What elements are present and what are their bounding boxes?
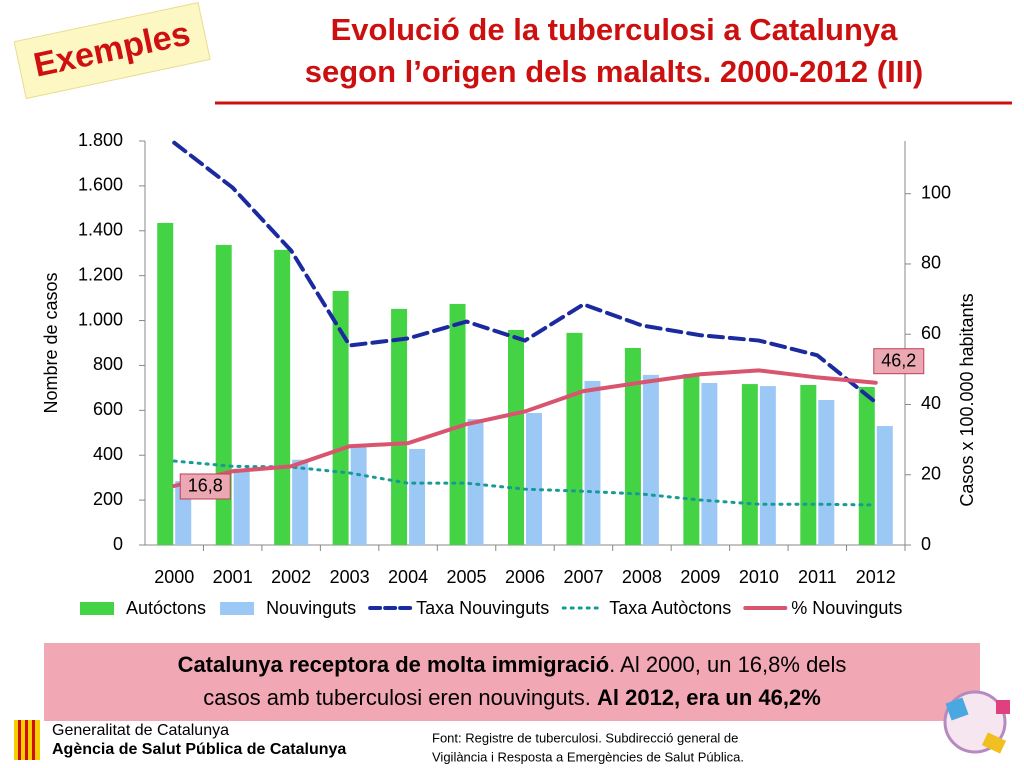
y2-tick-label: 100: [921, 182, 951, 202]
footer-line: Generalitat de Catalunya: [52, 722, 229, 739]
x-tick-label: 2003: [330, 567, 370, 587]
legend-label: % Nouvinguts: [791, 598, 902, 618]
x-tick-label: 2012: [856, 567, 896, 587]
bar: [800, 384, 817, 545]
y2-tick-label: 0: [921, 534, 931, 554]
y-tick-label: 1.200: [78, 264, 123, 284]
y2-tick-label: 60: [921, 323, 941, 343]
x-tick-label: 2009: [680, 567, 720, 587]
y-tick-label: 1.400: [78, 220, 123, 240]
y-tick-label: 800: [93, 354, 123, 374]
legend-label: Nouvinguts: [266, 598, 356, 618]
x-tick-label: 2008: [622, 567, 662, 587]
logo-stripe: [25, 720, 28, 760]
value-label: 16,8: [188, 476, 223, 496]
note-line: Catalunya receptora de molta immigració.…: [178, 652, 847, 677]
x-tick-label: 2002: [271, 567, 311, 587]
x-tick-label: 2006: [505, 567, 545, 587]
legend-label: Autóctons: [126, 598, 206, 618]
y2-axis-label: Casos x 100.000 habitants: [957, 293, 977, 506]
bar: [566, 332, 583, 545]
bar: [409, 448, 426, 545]
value-label-box: [179, 473, 231, 500]
bar: [818, 400, 835, 545]
logo-stripe: [18, 720, 21, 760]
bar: [233, 468, 250, 545]
x-tick-label: 2005: [447, 567, 487, 587]
bar: [391, 308, 408, 545]
x-tick-label: 2001: [213, 567, 253, 587]
y2-tick-label: 80: [921, 253, 941, 273]
note-part: casos amb tuberculosi eren nouvinguts.: [203, 685, 597, 710]
stamp-box: [13, 2, 211, 100]
line-series: [172, 368, 878, 488]
note-part: Catalunya receptora de molta immigració: [178, 652, 610, 677]
bar: [449, 303, 466, 545]
logo-piece: [945, 697, 969, 721]
value-label-box: [873, 348, 925, 375]
bar: [584, 380, 601, 545]
note-line: casos amb tuberculosi eren nouvinguts. A…: [203, 685, 821, 710]
legend-swatch: [220, 602, 255, 615]
x-tick-label: 2000: [154, 567, 194, 587]
y-axis-label: Nombre de casos: [41, 272, 61, 413]
bar: [741, 384, 758, 545]
x-tick-label: 2007: [563, 567, 603, 587]
logo-piece: [996, 700, 1010, 714]
note-part: Al 2012, era un 46,2%: [597, 685, 821, 710]
title-line: Evolució de la tuberculosi a Catalunya: [331, 12, 899, 47]
bar: [642, 374, 659, 545]
stamp: Exemples: [13, 2, 211, 100]
bar: [683, 373, 700, 545]
note-box: [44, 643, 980, 721]
source-line: Vigilància i Resposta a Emergències de S…: [432, 749, 744, 764]
bar: [350, 446, 367, 545]
legend-label: Taxa Autòctons: [609, 598, 731, 618]
line-series: [172, 140, 878, 405]
generalitat-logo: [14, 720, 40, 760]
y-tick-label: 1.000: [78, 309, 123, 329]
title-line: segon l’origen dels malalts. 2000-2012 (…: [305, 54, 924, 89]
x-tick-label: 2010: [739, 567, 779, 587]
value-label: 46,2: [881, 350, 916, 370]
y2-tick-label: 40: [921, 393, 941, 413]
legend-swatch: [80, 602, 114, 615]
bar: [508, 329, 524, 545]
y-tick-label: 0: [113, 534, 123, 554]
note: Catalunya receptora de molta immigració.…: [178, 652, 847, 710]
legend-label: Taxa Nouvinguts: [416, 598, 549, 618]
bar: [332, 290, 349, 545]
note-part: . Al 2000, un 16,8% dels: [609, 652, 846, 677]
x-tick-label: 2011: [798, 567, 837, 587]
bar: [876, 426, 893, 545]
line-series: [172, 459, 878, 507]
bar: [157, 222, 174, 545]
y-tick-label: 600: [93, 399, 123, 419]
x-tick-label: 2004: [388, 567, 428, 587]
footer-line: Agència de Salut Pública de Catalunya: [52, 741, 346, 758]
anniversary-logo: [943, 690, 1010, 754]
y-tick-label: 400: [93, 444, 123, 464]
bar: [858, 386, 875, 545]
bar: [526, 413, 542, 545]
bar: [624, 347, 641, 545]
logo-piece: [981, 732, 1007, 754]
bar: [215, 244, 232, 545]
y2-tick-label: 20: [921, 463, 941, 483]
y-tick-label: 200: [93, 489, 123, 509]
chart: 0 200 400 600 800 1.000 1.200 1.400 1.600 1.800 0 2…: [41, 130, 977, 618]
bar: [292, 459, 309, 545]
source-line: Font: Registre de tuberculosi. Subdirecc…: [432, 730, 738, 745]
bar: [701, 382, 718, 545]
y-tick-label: 1.600: [78, 175, 123, 195]
logo-stripe: [32, 720, 35, 760]
bar: [759, 386, 776, 545]
bar: [274, 249, 291, 545]
bar: [467, 419, 484, 545]
y-tick-label: 1.800: [78, 130, 123, 150]
